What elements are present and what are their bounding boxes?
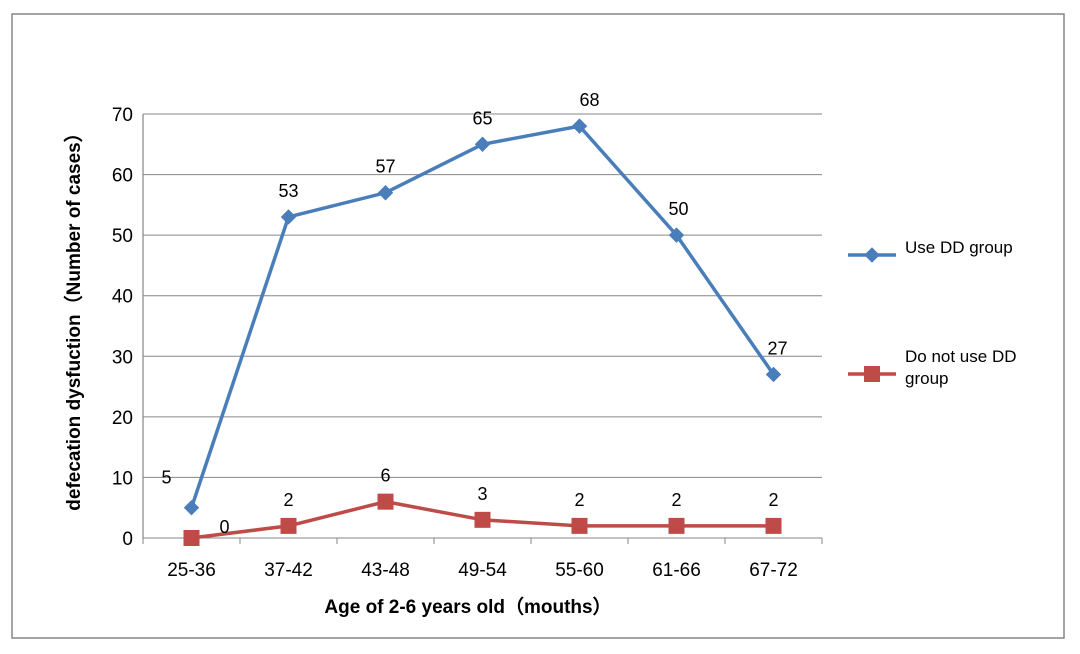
- data-label: 65: [472, 108, 492, 128]
- data-point-diamond: [377, 185, 394, 201]
- data-point-square: [864, 366, 880, 382]
- data-point-square: [377, 493, 394, 510]
- data-label: 57: [375, 157, 395, 177]
- data-label: 68: [579, 90, 599, 110]
- gridlines: [142, 113, 822, 539]
- data-label: 5: [161, 468, 171, 488]
- data-point-square: [668, 517, 685, 534]
- data-label: 2: [671, 490, 681, 510]
- data-label: 2: [574, 490, 584, 510]
- data-point-diamond: [668, 227, 685, 243]
- data-label: 6: [380, 466, 390, 486]
- data-labels: 5 53 57 65 68 50 27 0 2 6 3 2 2 2: [161, 90, 787, 537]
- x-tick-label: 61-66: [652, 560, 701, 581]
- data-label: 53: [278, 181, 298, 201]
- x-tick-label: 25-36: [167, 560, 216, 581]
- data-point-diamond: [474, 136, 491, 152]
- legend-label: Do not use DD: [905, 347, 1017, 366]
- data-point-square: [183, 530, 200, 546]
- legend-item-2: Do not use DD group: [848, 347, 1017, 388]
- y-axis-ticks: 0 10 20 30 40 50 60 70: [112, 105, 133, 550]
- x-axis-title: Age of 2-6 years old（mouths）: [324, 595, 611, 618]
- data-point-square: [280, 517, 297, 534]
- legend-label: Use DD group: [905, 238, 1013, 257]
- series-1: [183, 118, 782, 516]
- y-tick-label: 50: [112, 226, 133, 247]
- y-tick-label: 60: [112, 166, 133, 187]
- data-label: 27: [767, 338, 787, 358]
- legend: Use DD group Do not use DD group: [848, 238, 1017, 388]
- y-axis-title: defecation dysfuction（Number of cases）: [62, 123, 85, 510]
- data-point-diamond: [864, 247, 880, 263]
- y-tick-label: 70: [112, 105, 133, 126]
- x-tick-label: 43-48: [361, 560, 410, 581]
- x-tick-label: 37-42: [264, 560, 313, 581]
- y-tick-label: 0: [122, 529, 133, 550]
- data-point-diamond: [280, 209, 297, 225]
- y-tick-label: 30: [112, 347, 133, 368]
- legend-label: group: [905, 369, 948, 388]
- series-layer: [183, 118, 782, 546]
- x-tick-label: 49-54: [458, 560, 507, 581]
- data-point-square: [571, 517, 588, 534]
- data-label: 2: [283, 490, 293, 510]
- x-tick-label: 55-60: [555, 560, 604, 581]
- data-point-diamond: [765, 366, 782, 383]
- x-axis-ticks: 25-36 37-42 43-48 49-54 55-60 61-66 67-72: [142, 538, 823, 581]
- legend-item-1: Use DD group: [848, 238, 1013, 263]
- data-label: 3: [477, 484, 487, 504]
- y-tick-label: 10: [112, 468, 133, 489]
- data-label: 50: [668, 199, 688, 219]
- data-point-square: [474, 511, 491, 528]
- data-point-square: [765, 517, 782, 534]
- data-label: 2: [768, 490, 778, 510]
- y-tick-label: 40: [112, 287, 133, 308]
- y-tick-label: 20: [112, 408, 133, 429]
- data-point-diamond: [183, 500, 200, 516]
- data-label: 0: [219, 517, 229, 537]
- chart-border: [11, 13, 1065, 639]
- x-tick-label: 67-72: [749, 560, 798, 581]
- data-point-diamond: [571, 118, 588, 134]
- series-2: [183, 493, 782, 546]
